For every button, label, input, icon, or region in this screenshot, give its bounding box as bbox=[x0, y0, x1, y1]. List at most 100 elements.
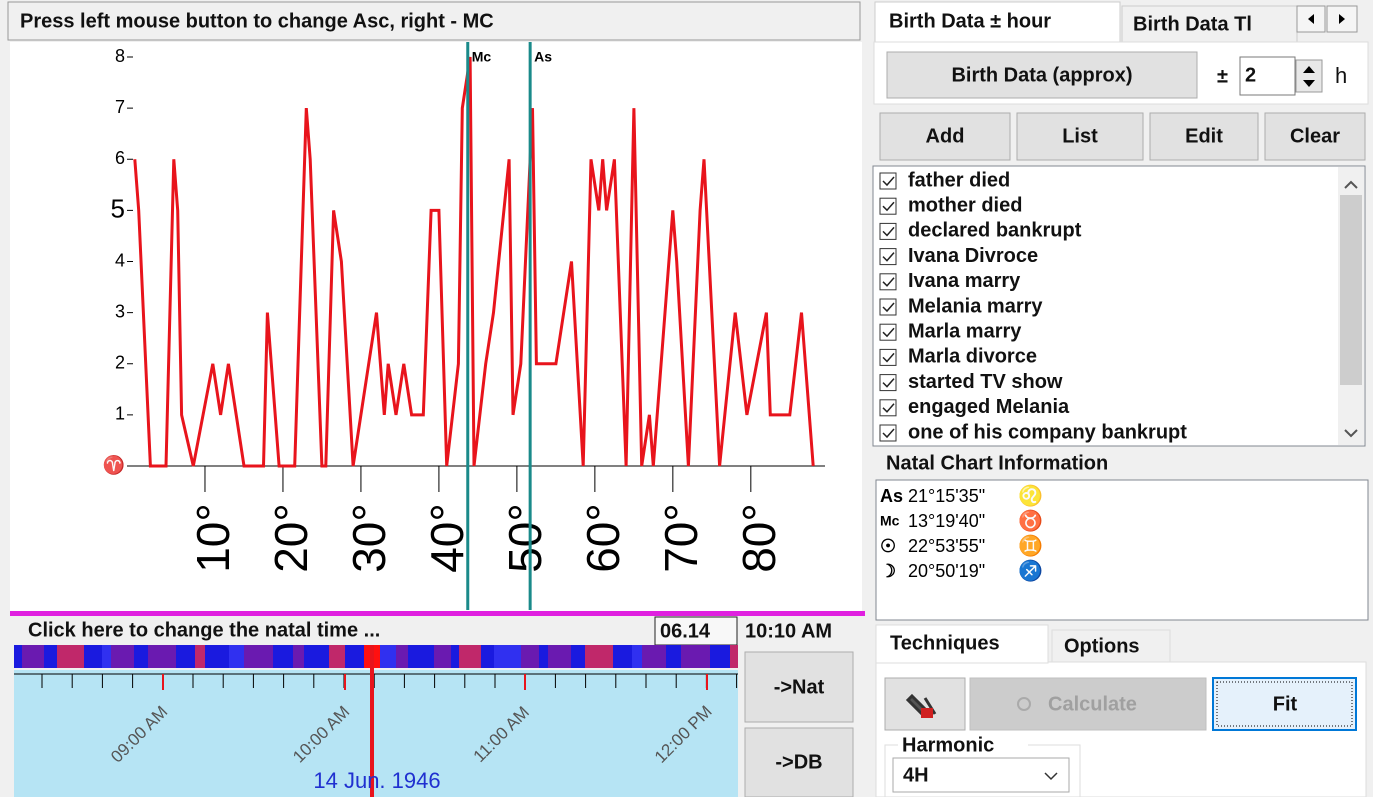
fit-button[interactable] bbox=[1212, 677, 1357, 731]
x-tick-label: 70° bbox=[655, 503, 707, 573]
chart-area[interactable] bbox=[10, 42, 862, 612]
time-prompt[interactable]: Click here to change the natal time ... bbox=[28, 619, 380, 641]
y-tick-label: 7 bbox=[115, 97, 125, 117]
checkbox[interactable] bbox=[879, 424, 897, 442]
dropdown-arrow bbox=[1044, 772, 1058, 781]
event-label: father died bbox=[908, 169, 1010, 191]
strip-cell bbox=[521, 645, 539, 668]
check-icon bbox=[882, 302, 895, 313]
checkbox[interactable] bbox=[879, 399, 897, 417]
strip-cell bbox=[408, 645, 434, 668]
x-tick-label: 80° bbox=[733, 503, 785, 573]
harmonic-value: 4H bbox=[903, 764, 929, 786]
strip-cell bbox=[22, 645, 44, 668]
nat-button[interactable] bbox=[744, 651, 854, 723]
spinner[interactable] bbox=[1295, 59, 1323, 93]
db-button[interactable] bbox=[744, 727, 854, 797]
natal-sign: ♐ bbox=[1018, 558, 1043, 582]
harmonic-label: Harmonic bbox=[902, 734, 994, 756]
clear-button[interactable] bbox=[1264, 112, 1366, 161]
natal-point: ☉ bbox=[880, 536, 896, 556]
x-tick-label: 60° bbox=[577, 503, 629, 573]
harmonic-select[interactable] bbox=[892, 757, 1070, 793]
check-icon bbox=[882, 403, 895, 413]
focus-ring bbox=[1216, 681, 1353, 727]
strip-cell bbox=[195, 645, 205, 668]
chart: ♈ 1 2 3 4 5 6 7 8 10° 20° 30° 40° 50° 60° 70° 80° Mc As bbox=[103, 42, 825, 610]
check-icon bbox=[882, 252, 895, 262]
natal-title: Natal Chart Information bbox=[886, 452, 1108, 474]
tab-active[interactable] bbox=[874, 1, 1121, 43]
x-tick-label: 50° bbox=[499, 503, 551, 573]
date: 14 Jun. 1946 bbox=[313, 768, 440, 793]
date-box bbox=[654, 616, 738, 646]
edit-button[interactable] bbox=[1149, 112, 1259, 161]
event-label: one of his company bankrupt bbox=[908, 421, 1187, 443]
strip-cell bbox=[642, 645, 666, 668]
tab-scroll-right[interactable] bbox=[1326, 5, 1358, 33]
strip-cell bbox=[571, 645, 585, 668]
events: father died mother died declared bankrupt I… bbox=[879, 169, 1187, 443]
y-tick-label: ♈ bbox=[103, 454, 125, 475]
checkbox[interactable] bbox=[879, 348, 897, 366]
checkbox[interactable] bbox=[879, 197, 897, 215]
check-icon bbox=[882, 352, 895, 363]
timeline[interactable] bbox=[14, 670, 738, 797]
natal-rows: As 21°15'35" ♌ Mc 13°19'40" ♉ ☉ 22°53'55" ♊ ☽ 20°5… bbox=[880, 483, 1043, 582]
strip-cell bbox=[585, 645, 613, 668]
strip-cell bbox=[148, 645, 176, 668]
event-label: Melania marry bbox=[908, 295, 1043, 317]
strip-cell bbox=[111, 645, 134, 668]
x-tick-label: 40° bbox=[421, 503, 473, 573]
check-icon bbox=[882, 176, 895, 187]
time: 10:10 AM bbox=[745, 620, 832, 642]
button-label: Add bbox=[926, 125, 965, 147]
x-tick-label: 10° bbox=[187, 503, 239, 573]
natal-box bbox=[875, 479, 1369, 621]
natal-sign: ♌ bbox=[1018, 483, 1043, 507]
event-list[interactable] bbox=[872, 165, 1366, 447]
scroll-thumb[interactable] bbox=[1340, 195, 1362, 385]
label-bg bbox=[898, 737, 1028, 753]
event-label: Ivana marry bbox=[908, 270, 1021, 292]
checkbox[interactable] bbox=[879, 323, 897, 341]
checkbox[interactable] bbox=[879, 222, 897, 240]
hours-input[interactable] bbox=[1239, 56, 1296, 96]
hours-unit: h bbox=[1335, 63, 1347, 88]
event-label: Ivana Divroce bbox=[908, 245, 1038, 267]
y-tick-label: 4 bbox=[115, 250, 125, 270]
tab-active[interactable] bbox=[875, 624, 1049, 664]
approx-button[interactable] bbox=[886, 51, 1198, 99]
strip-cell bbox=[102, 645, 111, 668]
calculate-button bbox=[969, 677, 1207, 731]
checkbox[interactable] bbox=[879, 298, 897, 316]
strip-cell bbox=[84, 645, 102, 668]
strip-cell bbox=[434, 645, 451, 668]
tab: Birth Data ± hour bbox=[889, 10, 1051, 32]
event-label: declared bankrupt bbox=[908, 220, 1082, 242]
checkbox[interactable] bbox=[879, 273, 897, 291]
strip-cell bbox=[205, 645, 229, 668]
strip-cell bbox=[632, 645, 642, 668]
strip-cell bbox=[44, 645, 57, 668]
data-line bbox=[133, 56, 815, 468]
strip-cell bbox=[375, 645, 396, 668]
checkbox[interactable] bbox=[879, 248, 897, 266]
button-label: Edit bbox=[1185, 125, 1223, 147]
list-button[interactable] bbox=[1016, 112, 1144, 161]
event-label: engaged Melania bbox=[908, 396, 1070, 418]
tool-button[interactable] bbox=[884, 677, 966, 731]
strip-cell bbox=[730, 645, 738, 668]
approx-label: Birth Data (approx) bbox=[951, 64, 1132, 86]
add-button[interactable] bbox=[879, 112, 1011, 161]
checkbox[interactable] bbox=[879, 172, 897, 190]
check-icon bbox=[882, 428, 895, 439]
natal-point: ☽ bbox=[880, 561, 896, 581]
tab[interactable] bbox=[1051, 629, 1171, 663]
date-short: 06.14 bbox=[660, 620, 711, 642]
strip-cell bbox=[666, 645, 681, 668]
checkbox[interactable] bbox=[879, 374, 897, 392]
event-label: Marla marry bbox=[908, 320, 1022, 342]
y-tick-label: 3 bbox=[115, 301, 125, 321]
natal-degree: 22°53'55" bbox=[908, 536, 985, 556]
